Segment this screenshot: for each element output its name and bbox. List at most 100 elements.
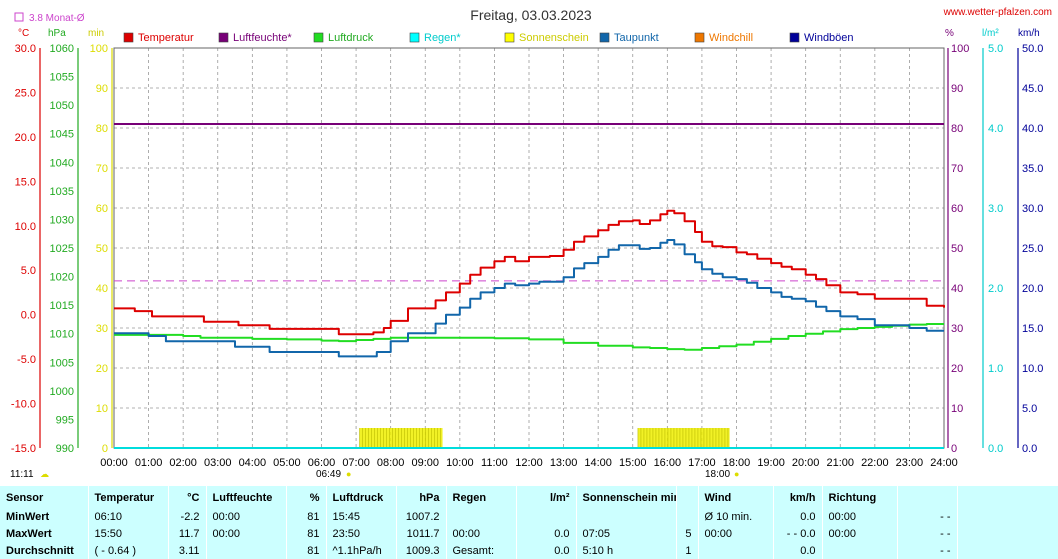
stats-cell: 00:00 [206, 508, 287, 525]
hum-tick-label: 40 [951, 283, 963, 295]
sun-tick-label: 20 [96, 363, 108, 375]
x-tick-label: 14:00 [584, 457, 612, 469]
pressure-unit: hPa [48, 28, 66, 39]
temp-tick-label: -5.0 [17, 354, 36, 366]
temp-tick-label: 10.0 [15, 221, 36, 233]
legend-swatch [694, 32, 705, 43]
stats-cell: Ø 10 min. [698, 508, 774, 525]
x-tick-label: 19:00 [757, 457, 785, 469]
x-tick-label: 03:00 [204, 457, 232, 469]
stats-cell: 81 [286, 542, 327, 559]
stats-cell: 1009.3 [396, 542, 447, 559]
stats-header-hum: Luftfeuchte [206, 486, 287, 508]
legend-label: Regen* [424, 32, 461, 44]
stats-row-max: MaxWert 15:50 11.7 00:00 81 23:50 1011.7… [0, 525, 1058, 542]
stats-cell: 15:50 [88, 525, 169, 542]
wind-tick-label: 45.0 [1022, 83, 1043, 95]
x-tick-label: 10:00 [446, 457, 474, 469]
stats-cell: 07:05 [576, 525, 677, 542]
stats-cell: 1007.2 [396, 508, 447, 525]
legend-label: Windböen [804, 32, 854, 44]
stats-cell: 00:00 [446, 525, 517, 542]
stats-cell: Gesamt: [446, 542, 517, 559]
wind-tick-label: 50.0 [1022, 43, 1043, 55]
sun-tick-label: 100 [90, 43, 108, 55]
legend-swatch [789, 32, 800, 43]
stats-cell [576, 508, 677, 525]
pressure-tick-label: 1000 [50, 386, 74, 398]
sunrise-icon: ● [346, 469, 351, 479]
rain-tick-label: 3.0 [988, 203, 1003, 215]
stats-cell: 1 [676, 542, 699, 559]
pressure-tick-label: 1020 [50, 272, 74, 284]
stats-row-label: MaxWert [0, 525, 89, 542]
stats-header-press-unit: hPa [396, 486, 447, 508]
stats-cell: - - 0.0 [773, 525, 823, 542]
stats-header-dir: Richtung [822, 486, 898, 508]
legend-swatch [504, 32, 515, 43]
pressure-tick-label: 1005 [50, 357, 74, 369]
x-tick-label: 18:00 [723, 457, 751, 469]
stats-cell [822, 542, 898, 559]
x-tick-label: 04:00 [239, 457, 267, 469]
x-tick-label: 16:00 [654, 457, 682, 469]
temp-tick-label: 20.0 [15, 132, 36, 144]
x-tick-label: 02:00 [169, 457, 197, 469]
rain-tick-label: 2.0 [988, 283, 1003, 295]
stats-cell: 5 [676, 525, 699, 542]
stats-cell: 0.0 [516, 542, 577, 559]
pressure-tick-label: 1010 [50, 329, 74, 341]
stats-cell: 23:50 [326, 525, 397, 542]
stats-row-min: MinWert 06:10 -2.2 00:00 81 15:45 1007.2… [0, 508, 1058, 525]
x-tick-label: 23:00 [896, 457, 924, 469]
x-tick-label: 08:00 [377, 457, 405, 469]
hum-tick-label: 10 [951, 403, 963, 415]
stats-cell: 15:45 [326, 508, 397, 525]
moon-icon: ☁ [40, 469, 49, 479]
sun-tick-label: 50 [96, 243, 108, 255]
stats-row-label: MinWert [0, 508, 89, 525]
stats-header-sun: Sonnenschein min [576, 486, 677, 508]
statistics-table: Sensor Temperatur °C Luftfeuchte % Luftd… [0, 486, 1058, 559]
x-tick-label: 21:00 [826, 457, 854, 469]
pressure-tick-label: 1050 [50, 100, 74, 112]
hum-tick-label: 100 [951, 43, 969, 55]
pressure-tick-label: 1055 [50, 72, 74, 84]
sun-tick-label: 90 [96, 83, 108, 95]
stats-header-sun-unit [676, 486, 699, 508]
stats-cell: ^1.1hPa/h [326, 542, 397, 559]
hum-tick-label: 50 [951, 243, 963, 255]
temp-tick-label: 30.0 [15, 43, 36, 55]
x-tick-label: 13:00 [550, 457, 578, 469]
hum-unit: % [945, 28, 954, 39]
site-link[interactable]: www.wetter-pfalzen.com [943, 7, 1052, 18]
stats-header-sensor: Sensor [0, 486, 89, 508]
pressure-tick-label: 1015 [50, 300, 74, 312]
stats-cell: - - [897, 508, 958, 525]
stats-header-hum-unit: % [286, 486, 327, 508]
legend-label: Taupunkt [614, 32, 659, 44]
chart-axes: 30.0 25.0 20.0 15.0 10.0 5.0 0.0 -5.0 -10.0 -15.0… [11, 43, 1044, 469]
sunshine-bar [359, 428, 443, 448]
stats-cell [698, 542, 774, 559]
x-tick-label: 17:00 [688, 457, 716, 469]
stats-cell: 0.0 [516, 525, 577, 542]
weather-chart: 30.0 25.0 20.0 15.0 10.0 5.0 0.0 -5.0 -10.0 -15.0… [10, 7, 1052, 480]
stats-cell: 81 [286, 525, 327, 542]
statistics-panel: Sensor Temperatur °C Luftfeuchte % Luftd… [0, 486, 1058, 559]
stats-header-wind-unit: km/h [773, 486, 823, 508]
stats-cell [206, 542, 287, 559]
stats-cell: 00:00 [698, 525, 774, 542]
sun-tick-label: 80 [96, 123, 108, 135]
stats-cell: 00:00 [206, 525, 287, 542]
pressure-tick-label: 995 [56, 414, 74, 426]
wind-tick-label: 15.0 [1022, 323, 1043, 335]
x-tick-label: 00:00 [100, 457, 128, 469]
wind-tick-label: 40.0 [1022, 123, 1043, 135]
x-tick-label: 11:00 [481, 457, 508, 469]
stats-cell: 1011.7 [396, 525, 447, 542]
hum-tick-label: 60 [951, 203, 963, 215]
temp-tick-label: -15.0 [11, 443, 36, 455]
monthly-avg-icon [14, 12, 24, 22]
stats-header-temp: Temperatur [88, 486, 169, 508]
